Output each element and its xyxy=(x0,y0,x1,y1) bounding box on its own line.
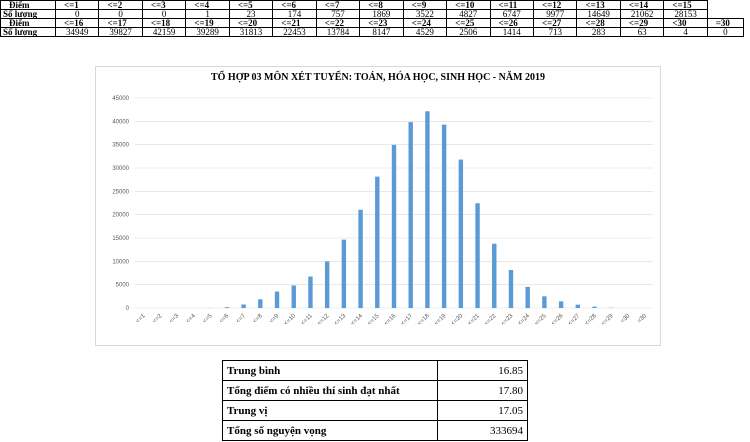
bar xyxy=(358,209,363,308)
table-cell: 1414 xyxy=(489,27,534,37)
bar xyxy=(224,307,230,308)
table-row: Tổng điểm có nhiều thí sinh đạt nhất 17.8… xyxy=(222,380,528,401)
table-cell: 63 xyxy=(619,27,665,37)
bar xyxy=(258,299,263,308)
bar xyxy=(475,203,480,308)
y-tick-label: 35000 xyxy=(112,143,129,149)
table-row: Tổng số nguyện vọng 333694 xyxy=(222,420,528,441)
bar xyxy=(558,301,564,308)
summary-table: Trung bình 16.85 Tổng điểm có nhiều thí si… xyxy=(222,360,528,441)
table-cell: Tổng số nguyện vọng xyxy=(222,420,438,441)
bar xyxy=(425,111,430,308)
y-tick-label: 45000 xyxy=(112,96,129,102)
chart: TỔ HỢP 03 MÔN XÉT TUYỂN: TOÁN, HÓA HỌC, … xyxy=(95,66,661,346)
y-tick-label: 0 xyxy=(126,306,130,312)
table-cell: 8147 xyxy=(359,27,404,37)
bar xyxy=(508,269,514,308)
table-cell: 4 xyxy=(663,27,708,37)
bar xyxy=(408,122,413,308)
table-cell: Số lượng xyxy=(0,27,56,37)
bar xyxy=(308,276,313,308)
bar xyxy=(542,296,547,308)
table-cell: 283 xyxy=(576,27,621,37)
bar xyxy=(441,124,447,308)
y-tick-label: 10000 xyxy=(112,259,129,265)
table-cell: 13784 xyxy=(315,27,361,37)
bar xyxy=(525,286,530,308)
table-cell: 16.85 xyxy=(437,360,528,381)
bar xyxy=(391,144,397,308)
y-tick-label: 5000 xyxy=(116,283,130,289)
table-cell: 17.80 xyxy=(437,380,528,401)
table-cell: 4529 xyxy=(402,27,448,37)
y-tick-label: 20000 xyxy=(112,213,129,219)
table-row: Số lượng 34949 39827 42159 39289 31813 22453 13… xyxy=(0,27,745,37)
bar xyxy=(341,239,347,308)
table-cell: Trung vị xyxy=(222,400,438,421)
bar xyxy=(575,304,581,308)
bar xyxy=(274,291,280,308)
table-cell: 39289 xyxy=(185,27,230,37)
table-cell: 42159 xyxy=(141,27,187,37)
table-cell: Tổng điểm có nhiều thí sinh đạt nhất xyxy=(222,380,438,401)
bar xyxy=(458,159,464,308)
table-cell: 34949 xyxy=(54,27,100,37)
y-tick-label: 15000 xyxy=(112,236,129,242)
bar xyxy=(375,176,380,308)
bar xyxy=(592,306,597,308)
bar xyxy=(492,243,497,308)
score-table: Điểm <=1 <=2 <=3 <=4 <=5 <=6 <=7 <=8 <=9 <=10 <=11 <… xyxy=(0,0,745,37)
y-tick-label: 25000 xyxy=(112,189,129,195)
bar xyxy=(291,285,296,308)
table-cell: 17.05 xyxy=(437,400,528,421)
table-row: Trung bình 16.85 xyxy=(222,360,528,381)
y-tick-label: 40000 xyxy=(112,119,129,125)
chart-title: TỔ HỢP 03 MÔN XÉT TUYỂN: TOÁN, HÓA HỌC, … xyxy=(211,70,545,83)
x-tick-label: <30 xyxy=(620,313,632,325)
table-cell: Trung bình xyxy=(222,360,438,381)
table-cell: 0 xyxy=(706,27,745,37)
y-tick-label: 30000 xyxy=(112,166,129,172)
table-cell: 713 xyxy=(532,27,578,37)
bar xyxy=(324,261,330,308)
x-tick-label: =30 xyxy=(637,313,649,325)
table-cell: 2506 xyxy=(446,27,491,37)
table-row: Trung vị 17.05 xyxy=(222,400,528,421)
table-cell: 39827 xyxy=(98,27,143,37)
table-cell: 333694 xyxy=(437,420,528,441)
table-cell: 31813 xyxy=(228,27,274,37)
table-cell: 22453 xyxy=(272,27,317,37)
bar xyxy=(241,304,246,308)
